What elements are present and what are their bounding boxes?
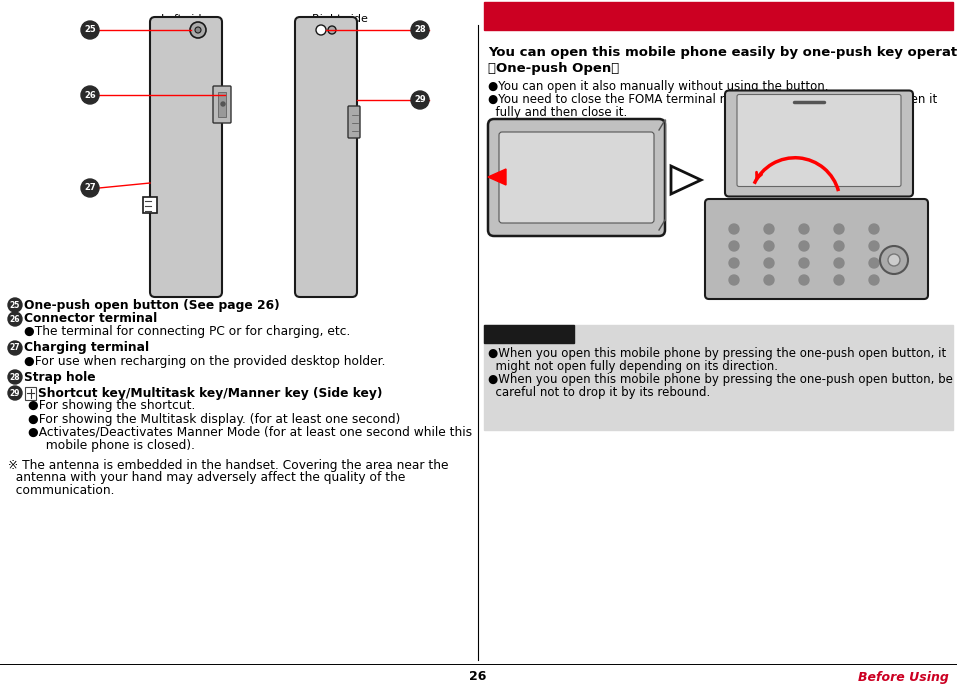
Circle shape	[869, 258, 879, 268]
Circle shape	[81, 21, 99, 39]
FancyBboxPatch shape	[499, 132, 654, 223]
Text: Connector terminal: Connector terminal	[24, 312, 157, 325]
Text: Shortcut key/Multitask key/Manner key (Side key): Shortcut key/Multitask key/Manner key (S…	[38, 387, 383, 400]
FancyBboxPatch shape	[348, 106, 360, 138]
Circle shape	[81, 86, 99, 104]
Text: 28: 28	[10, 372, 20, 382]
FancyBboxPatch shape	[213, 86, 231, 123]
Bar	[25, 387, 36, 400]
Text: 26: 26	[469, 671, 487, 683]
Text: You can open this mobile phone easily by one-push key operation.: You can open this mobile phone easily by…	[488, 46, 957, 59]
Text: ●When you open this mobile phone by pressing the one-push open button, it: ●When you open this mobile phone by pres…	[488, 347, 946, 360]
Circle shape	[869, 241, 879, 251]
Circle shape	[190, 22, 206, 38]
Circle shape	[328, 26, 336, 34]
Circle shape	[411, 91, 429, 109]
Text: Information: Information	[489, 329, 563, 339]
Text: 27: 27	[84, 184, 96, 193]
Text: ●When you open this mobile phone by pressing the one-push open button, be: ●When you open this mobile phone by pres…	[488, 373, 953, 386]
Text: 29: 29	[414, 96, 426, 105]
Circle shape	[888, 254, 900, 266]
Text: Before Using: Before Using	[858, 671, 949, 683]
Text: ●For showing the Multitask display. (for at least one second): ●For showing the Multitask display. (for…	[28, 413, 400, 425]
FancyBboxPatch shape	[488, 119, 665, 236]
Circle shape	[764, 275, 774, 285]
Circle shape	[8, 312, 22, 326]
Circle shape	[221, 102, 225, 106]
Circle shape	[834, 275, 844, 285]
Text: Charging terminal: Charging terminal	[24, 341, 149, 354]
FancyBboxPatch shape	[737, 94, 901, 186]
Circle shape	[8, 386, 22, 400]
FancyBboxPatch shape	[725, 91, 913, 197]
Circle shape	[8, 341, 22, 355]
Text: 29: 29	[10, 389, 20, 398]
Text: communication.: communication.	[8, 484, 115, 497]
Text: might not open fully depending on its direction.: might not open fully depending on its di…	[488, 360, 778, 373]
Bar	[143, 197, 157, 213]
Circle shape	[195, 27, 201, 33]
Circle shape	[869, 224, 879, 234]
Text: fully and then close it.: fully and then close it.	[488, 106, 627, 119]
Circle shape	[8, 370, 22, 384]
Text: Right side: Right side	[312, 14, 367, 24]
Bar	[484, 2, 953, 30]
Circle shape	[729, 258, 739, 268]
Circle shape	[799, 241, 809, 251]
Text: 25: 25	[84, 25, 96, 34]
Circle shape	[834, 258, 844, 268]
FancyBboxPatch shape	[295, 17, 357, 297]
Circle shape	[764, 258, 774, 268]
Text: Strap hole: Strap hole	[24, 371, 96, 383]
Text: 27: 27	[10, 343, 20, 352]
Text: Left side: Left side	[162, 14, 209, 24]
Circle shape	[834, 241, 844, 251]
Text: ※ The antenna is embedded in the handset. Covering the area near the: ※ The antenna is embedded in the handset…	[8, 458, 449, 471]
Circle shape	[880, 246, 908, 274]
Polygon shape	[488, 169, 506, 185]
Text: （One-push Open）: （One-push Open）	[488, 62, 619, 75]
Polygon shape	[671, 166, 701, 194]
Circle shape	[799, 258, 809, 268]
Circle shape	[729, 275, 739, 285]
Circle shape	[764, 224, 774, 234]
Text: ●For showing the shortcut.: ●For showing the shortcut.	[28, 400, 195, 413]
Text: One-push open button (See page 26): One-push open button (See page 26)	[24, 299, 279, 312]
FancyBboxPatch shape	[150, 17, 222, 297]
Bar	[218, 92, 226, 117]
Text: ●You can open it also manually without using the button.: ●You can open it also manually without u…	[488, 80, 829, 93]
Text: ●Activates/Deactivates Manner Mode (for at least one second while this: ●Activates/Deactivates Manner Mode (for …	[28, 425, 472, 438]
Text: careful not to drop it by its rebound.: careful not to drop it by its rebound.	[488, 386, 710, 399]
Text: antenna with your hand may adversely affect the quality of the: antenna with your hand may adversely aff…	[8, 471, 406, 484]
Bar	[484, 325, 574, 343]
Text: 25: 25	[10, 301, 20, 310]
Circle shape	[729, 224, 739, 234]
Text: 28: 28	[414, 25, 426, 34]
Circle shape	[316, 25, 326, 35]
Text: ●You need to close the FOMA terminal manually. If it does not close, open it: ●You need to close the FOMA terminal man…	[488, 93, 937, 106]
Circle shape	[764, 241, 774, 251]
Circle shape	[799, 275, 809, 285]
Circle shape	[81, 179, 99, 197]
FancyBboxPatch shape	[705, 199, 928, 299]
Text: ●The terminal for connecting PC or for charging, etc.: ●The terminal for connecting PC or for c…	[24, 325, 350, 338]
Text: ●For use when recharging on the provided desktop holder.: ●For use when recharging on the provided…	[24, 354, 386, 367]
Circle shape	[729, 241, 739, 251]
Circle shape	[411, 21, 429, 39]
Text: One-push Open: One-push Open	[492, 6, 661, 25]
Text: mobile phone is closed).: mobile phone is closed).	[38, 438, 195, 451]
Circle shape	[834, 224, 844, 234]
Text: 26: 26	[10, 314, 20, 323]
Text: 26: 26	[84, 91, 96, 100]
Circle shape	[869, 275, 879, 285]
Bar	[484, 325, 953, 430]
Circle shape	[799, 224, 809, 234]
Circle shape	[8, 298, 22, 312]
